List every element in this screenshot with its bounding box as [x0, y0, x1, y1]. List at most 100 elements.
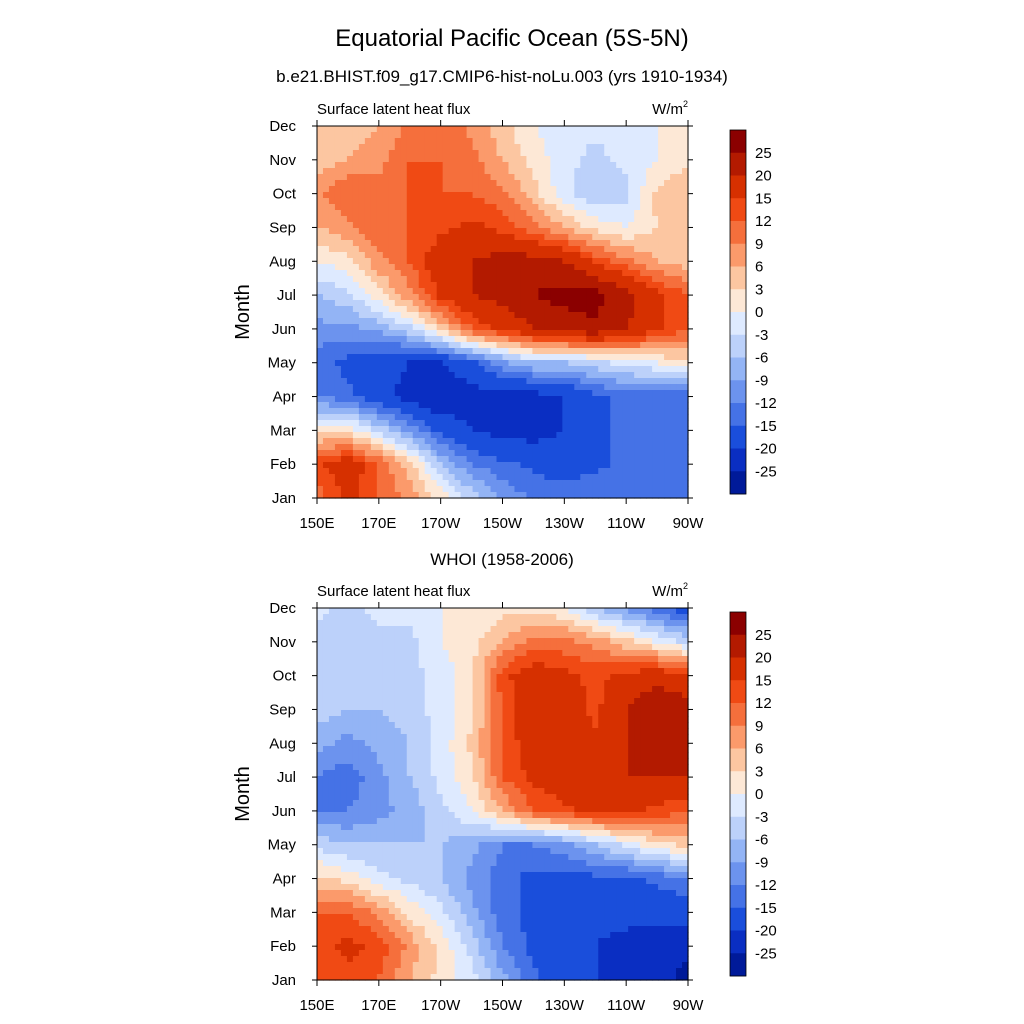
heatmap-cell	[634, 420, 641, 427]
heatmap-cell	[400, 138, 408, 145]
heatmap-cell	[430, 222, 438, 229]
heatmap-cell	[412, 480, 420, 487]
heatmap-cell	[394, 378, 402, 385]
heatmap-cell	[622, 150, 629, 157]
heatmap-cell	[682, 390, 689, 397]
heatmap-cell	[592, 138, 599, 145]
heatmap-cell	[430, 704, 438, 711]
heatmap-cell	[670, 258, 677, 265]
heatmap-cell	[430, 656, 438, 663]
heatmap-cell	[532, 620, 539, 627]
heatmap-cell	[388, 192, 396, 199]
heatmap-cell	[424, 258, 432, 265]
heatmap-cell	[538, 674, 545, 681]
heatmap-cell	[340, 656, 348, 663]
heatmap-cell	[592, 276, 599, 283]
heatmap-cell	[562, 402, 569, 409]
heatmap-cell	[676, 216, 683, 223]
heatmap-cell	[604, 354, 611, 361]
heatmap-cell	[478, 132, 486, 139]
heatmap-cell	[628, 132, 635, 139]
heatmap-cell	[466, 180, 474, 187]
heatmap-cell	[400, 216, 408, 223]
heatmap-cell	[634, 288, 641, 295]
heatmap-cell	[460, 258, 468, 265]
heatmap-cell	[550, 366, 557, 373]
heatmap-cell	[574, 144, 581, 151]
heatmap-cell	[460, 650, 468, 657]
heatmap-cell	[544, 258, 551, 265]
heatmap-cell	[670, 492, 677, 499]
heatmap-cell	[322, 698, 330, 705]
heatmap-cell	[478, 258, 486, 265]
heatmap-cell	[478, 680, 486, 687]
heatmap-cell	[466, 396, 474, 403]
heatmap-cell	[520, 650, 528, 657]
heatmap-cell	[496, 258, 504, 265]
heatmap-cell	[670, 318, 677, 325]
heatmap-cell	[412, 704, 420, 711]
heatmap-cell	[544, 698, 551, 705]
heatmap-cell	[478, 608, 486, 615]
heatmap-cell	[652, 420, 659, 427]
heatmap-cell	[652, 354, 659, 361]
heatmap-cell	[448, 336, 456, 343]
heatmap-cell	[424, 632, 432, 639]
heatmap-cell	[484, 366, 492, 373]
heatmap-cell	[322, 456, 330, 463]
heatmap-cell	[574, 614, 581, 621]
heatmap-cell	[370, 360, 378, 367]
heatmap-cell	[340, 698, 348, 705]
heatmap-cell	[406, 698, 414, 705]
heatmap-cell	[340, 620, 348, 627]
heatmap-cell	[628, 656, 635, 663]
heatmap-cell	[322, 402, 330, 409]
heatmap-cell	[394, 396, 402, 403]
heatmap-cell	[496, 294, 504, 301]
heatmap-cell	[370, 330, 378, 337]
heatmap-cell	[346, 198, 354, 205]
heatmap-cell	[550, 198, 557, 205]
heatmap-cell	[586, 192, 593, 199]
heatmap-cell	[676, 632, 683, 639]
heatmap-cell	[364, 192, 372, 199]
heatmap-cell	[622, 354, 629, 361]
heatmap-cell	[526, 270, 534, 277]
heatmap-cell	[430, 638, 438, 645]
heatmap-cell	[658, 408, 665, 415]
heatmap-cell	[472, 462, 480, 469]
heatmap-cell	[580, 614, 587, 621]
heatmap-cell	[388, 692, 396, 699]
heatmap-cell	[562, 608, 569, 615]
heatmap-cell	[484, 348, 492, 355]
heatmap-cell	[412, 614, 420, 621]
heatmap-cell	[334, 264, 342, 271]
heatmap-cell	[670, 480, 677, 487]
heatmap-cell	[406, 662, 414, 669]
heatmap-cell	[538, 626, 545, 633]
heatmap-cell	[334, 288, 342, 295]
heatmap-cell	[436, 168, 444, 175]
heatmap-cell	[370, 662, 378, 669]
heatmap-cell	[460, 444, 468, 451]
heatmap-cell	[376, 366, 384, 373]
heatmap-cell	[352, 656, 360, 663]
heatmap-cell	[508, 662, 516, 669]
heatmap-cell	[508, 318, 516, 325]
heatmap-cell	[418, 234, 426, 241]
heatmap-cell	[586, 228, 593, 235]
heatmap-cell	[358, 150, 366, 157]
heatmap-cell	[664, 198, 671, 205]
heatmap-cell	[544, 438, 551, 445]
heatmap-cell	[478, 216, 486, 223]
heatmap-cell	[634, 644, 641, 651]
heatmap-cell	[358, 402, 366, 409]
heatmap-cell	[514, 240, 522, 247]
heatmap-cell	[538, 396, 545, 403]
heatmap-cell	[370, 420, 378, 427]
heatmap-cell	[556, 450, 563, 457]
heatmap-cell	[640, 444, 647, 451]
heatmap-cell	[388, 704, 396, 711]
heatmap-cell	[358, 234, 366, 241]
heatmap-cell	[346, 162, 354, 169]
